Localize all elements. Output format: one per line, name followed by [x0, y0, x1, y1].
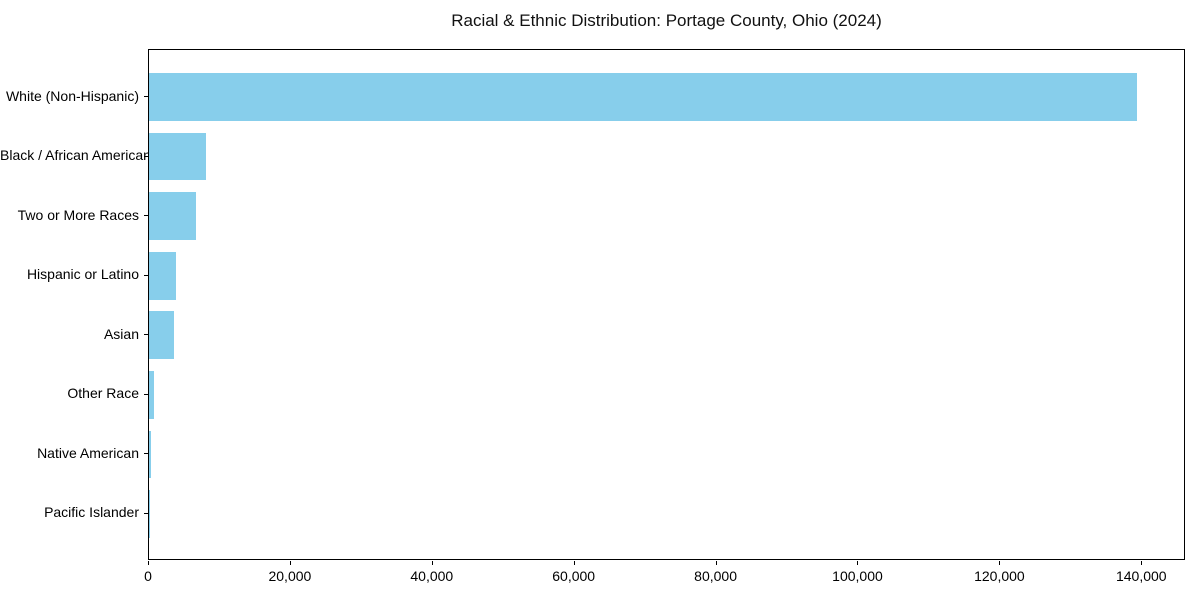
x-tick-mark — [999, 561, 1001, 565]
x-tick-label: 40,000 — [410, 568, 454, 584]
x-tick-mark — [573, 561, 575, 565]
y-tick-mark — [144, 96, 148, 98]
x-tick-mark — [715, 561, 717, 565]
y-tick-mark — [144, 512, 148, 514]
y-tick-label: Asian — [103, 325, 139, 342]
y-tick-mark — [144, 453, 148, 455]
bar-white-non-hispanic — [149, 73, 1137, 121]
bar-asian — [149, 311, 174, 360]
bar-hispanic-or-latino — [149, 251, 176, 300]
y-tick-mark — [144, 215, 148, 217]
x-tick-label: 0 — [144, 568, 152, 584]
bar-native-american — [149, 430, 151, 479]
y-tick-label: Other Race — [67, 385, 139, 402]
y-tick-mark — [144, 393, 148, 395]
x-tick-label: 60,000 — [552, 568, 596, 584]
x-tick-label: 100,000 — [832, 568, 883, 584]
plot-area — [148, 49, 1185, 560]
x-tick-label: 80,000 — [694, 568, 738, 584]
bar-black-african-american — [149, 132, 207, 181]
y-tick-mark — [144, 155, 148, 157]
x-tick-mark — [431, 561, 433, 565]
bar-other-race — [149, 371, 155, 419]
y-tick-label: Black / African American — [0, 147, 151, 164]
y-tick-label: Native American — [37, 444, 139, 461]
x-tick-label: 140,000 — [1115, 568, 1167, 584]
x-tick-label: 120,000 — [974, 568, 1025, 584]
y-tick-mark — [144, 274, 148, 276]
x-tick-label: 20,000 — [268, 568, 312, 584]
y-tick-mark — [144, 334, 148, 336]
y-tick-label: White (Non-Hispanic) — [5, 87, 139, 104]
x-tick-mark — [1141, 561, 1143, 565]
y-tick-label: Hispanic or Latino — [26, 266, 139, 283]
chart-title: Racial & Ethnic Distribution: Portage Co… — [451, 11, 882, 30]
bar-two-or-more-races — [149, 192, 196, 240]
y-tick-label: Pacific Islander — [44, 504, 139, 521]
x-tick-mark — [857, 561, 859, 565]
x-tick-mark — [148, 561, 149, 565]
x-tick-mark — [289, 561, 291, 565]
y-tick-label: Two or More Races — [17, 206, 139, 223]
